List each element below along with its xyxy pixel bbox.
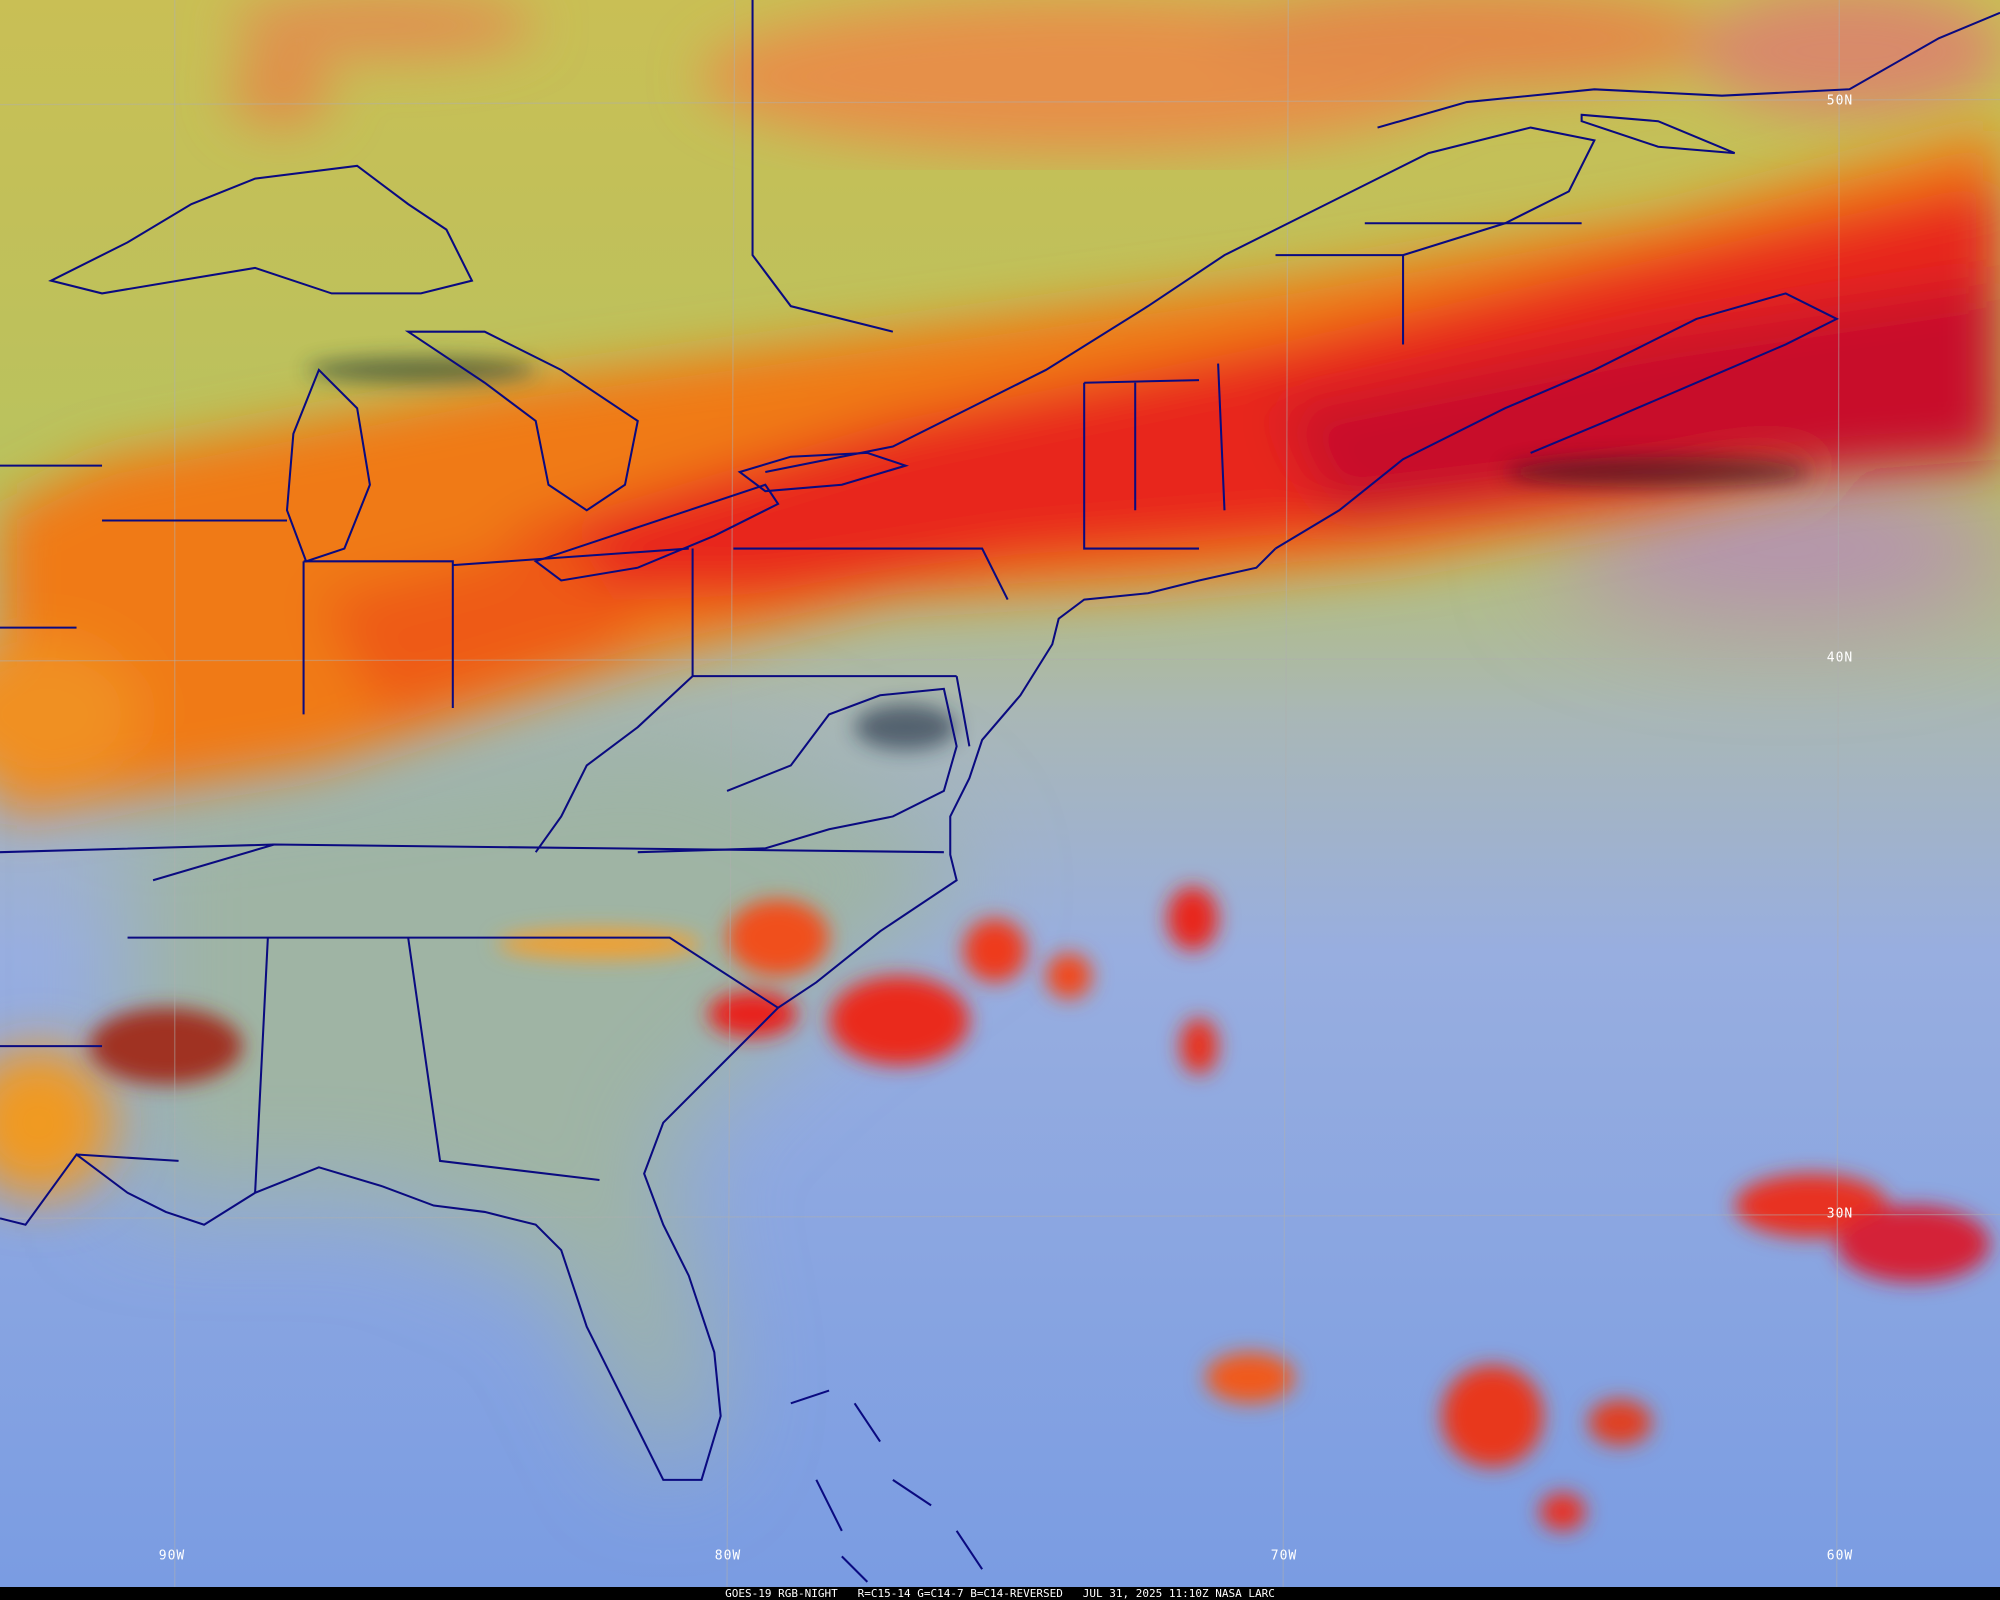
coastlines-and-borders — [0, 0, 2000, 1481]
lat-label-40n: 40N — [1826, 650, 1854, 666]
lon-label-70w: 70W — [1270, 1548, 1298, 1564]
convective-clusters — [89, 886, 1990, 1531]
lat-label-30n: 30N — [1826, 1206, 1854, 1222]
image-caption-bar: GOES-19 RGB-NIGHT R=C15-14 G=C14-7 B=C14… — [0, 1587, 2000, 1600]
lon-label-80w: 80W — [714, 1548, 742, 1564]
northern-cloud-patches — [229, 0, 2000, 154]
lon-label-60w: 60W — [1826, 1548, 1854, 1564]
bahamas-outline — [790, 1389, 983, 1583]
lon-label-90w: 90W — [158, 1548, 186, 1564]
frontal-cloud-band — [0, 127, 2000, 1200]
lat-label-50n: 50N — [1826, 93, 1854, 109]
